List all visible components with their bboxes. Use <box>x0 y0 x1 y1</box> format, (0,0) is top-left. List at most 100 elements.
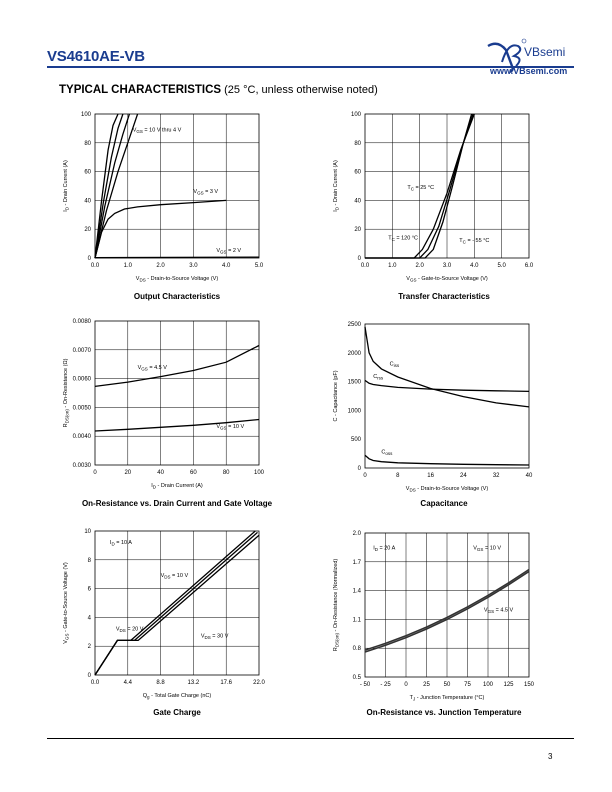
x-axis-label: VDS - Drain-to-Source Voltage (V) <box>136 276 219 283</box>
x-tick-label: 100 <box>254 470 265 476</box>
page-number: 3 <box>548 752 553 761</box>
y-tick-label: 0.0050 <box>73 405 92 411</box>
series-line-5 <box>94 256 260 259</box>
annotation-label: VGS = 4.5 V <box>138 365 168 372</box>
series-line-1 <box>364 379 530 393</box>
on-resistance-vs-temperature-chart: - 50 - 25 0 25 50 75 100 125 150 0.5 0.8 1.1 1.4 1.7 2… <box>333 531 535 702</box>
series-line-1 <box>94 531 258 676</box>
annotation-label: VDS = 30 V <box>201 634 229 641</box>
annotation-label: ID = 20 A <box>373 545 395 552</box>
y-tick-label: 0 <box>358 466 362 472</box>
plot-frame <box>364 113 530 259</box>
y-axis-label: RDS(on) - On-Resistance (Normalized) <box>333 559 340 652</box>
annotation-label: VGS = 4.5 V <box>484 608 514 615</box>
y-tick-label: 60 <box>354 170 361 176</box>
x-tick-label: 50 <box>444 682 451 688</box>
y-axis-label: ID - Drain Current (A) <box>333 160 340 212</box>
x-axis-label: VDS - Drain-to-Source Voltage (V) <box>406 486 489 493</box>
y-tick-label: 1.7 <box>353 560 362 566</box>
y-tick-label: 100 <box>351 112 362 118</box>
annotation-label: VGS = 10 V <box>473 545 501 552</box>
y-tick-label: 2 <box>88 644 92 650</box>
x-tick-label: 4.0 <box>222 263 231 269</box>
x-tick-label: 0.0 <box>361 263 370 269</box>
y-tick-label: 0.0030 <box>73 463 92 469</box>
annotation-label: VGS = 2 V <box>216 248 241 255</box>
caption-onres: On-Resistance vs. Drain Current and Gate… <box>81 499 273 508</box>
x-tick-label: 80 <box>223 470 230 476</box>
y-tick-label: 80 <box>84 141 91 147</box>
plot-frame <box>364 532 530 678</box>
x-tick-label: 100 <box>483 682 494 688</box>
series-line-3 <box>94 113 139 259</box>
transfer-characteristics-chart: 0.0 1.0 2.0 3.0 4.0 5.0 6.0 0 20 40 60 80 100 TC = 25… <box>333 112 534 283</box>
x-tick-label: 1.0 <box>388 263 397 269</box>
y-tick-label: 6 <box>88 587 92 593</box>
plot-frame <box>94 113 260 259</box>
x-tick-label: - 50 <box>360 682 371 688</box>
x-tick-label: 60 <box>190 470 197 476</box>
caption-capacitance: Capacitance <box>420 499 468 508</box>
caption-onres-temp: On-Resistance vs. Junction Temperature <box>366 708 522 717</box>
x-tick-label: 3.0 <box>189 263 198 269</box>
x-axis-label: VGS - Gate-to-Source Voltage (V) <box>406 276 488 283</box>
x-tick-label: 0 <box>363 473 367 479</box>
x-axis-label: TJ - Junction Temperature (°C) <box>410 695 485 702</box>
x-tick-label: 2.0 <box>156 263 165 269</box>
y-axis-label: C - Capacitance (pF) <box>333 370 339 421</box>
y-tick-label: 60 <box>84 170 91 176</box>
part-number: VS4610AE-VB <box>47 48 145 65</box>
y-tick-label: 0.0070 <box>73 348 92 354</box>
section-subtitle: (25 °C, unless otherwise noted) <box>224 84 378 96</box>
y-tick-label: 0.8 <box>353 646 362 652</box>
x-axis-label: ID - Drain Current (A) <box>151 483 203 490</box>
x-tick-label: 125 <box>503 682 514 688</box>
annotation-label: VGS = 3 V <box>193 189 218 196</box>
section-title: TYPICAL CHARACTERISTICS <box>59 84 222 96</box>
y-tick-label: 20 <box>84 227 91 233</box>
annotation-label: VDS = 20 V <box>116 626 144 633</box>
annotation-label: TC = - 55 °C <box>459 238 489 245</box>
x-tick-label: 150 <box>524 682 535 688</box>
y-axis-label: ID - Drain Current (A) <box>63 160 70 212</box>
y-tick-label: 40 <box>354 198 361 204</box>
on-resistance-vs-drain-current-chart: 0 20 40 60 80 100 0.0030 0.0040 0.0050 0.0060 0.00… <box>63 319 265 490</box>
caption-output: Output Characteristics <box>133 292 221 301</box>
x-tick-label: - 25 <box>380 682 391 688</box>
x-tick-label: 5.0 <box>497 263 506 269</box>
x-tick-label: 20 <box>124 470 131 476</box>
y-tick-label: 0 <box>358 256 362 262</box>
x-tick-label: 32 <box>493 473 500 479</box>
y-tick-label: 1000 <box>348 408 362 414</box>
plot-frame <box>94 320 260 466</box>
x-tick-label: 40 <box>157 470 164 476</box>
y-tick-label: 0 <box>88 256 92 262</box>
x-tick-label: 2.0 <box>415 263 424 269</box>
y-tick-label: 500 <box>351 437 362 443</box>
x-tick-label: 6.0 <box>525 263 534 269</box>
x-tick-label: 40 <box>526 473 533 479</box>
series-line-0 <box>94 530 256 676</box>
series-line-2 <box>94 534 260 676</box>
series-line-1 <box>94 113 124 259</box>
annotation-label: VDS = 10 V <box>161 573 189 580</box>
series-line-0 <box>364 570 530 653</box>
brand-text: VBsemi <box>524 45 565 59</box>
y-tick-label: 1.1 <box>353 617 362 623</box>
y-tick-label: 40 <box>84 198 91 204</box>
y-tick-label: 0.5 <box>353 675 362 681</box>
y-axis-label: RDS(on) - On-Resistance (Ω) <box>63 358 70 427</box>
x-tick-label: 0 <box>404 682 408 688</box>
series-line-2 <box>365 113 473 259</box>
x-tick-label: 0.0 <box>91 680 100 686</box>
annotation-label: Ciss <box>390 361 400 368</box>
y-tick-label: 10 <box>84 529 91 535</box>
caption-gate: Gate Charge <box>153 708 201 717</box>
y-tick-label: 2500 <box>348 322 362 328</box>
series-line-1 <box>364 568 530 651</box>
y-axis-label: VGS - Gate-to-Source Voltage (V) <box>63 562 70 644</box>
series-line-4 <box>94 199 227 259</box>
x-tick-label: 17.6 <box>220 680 232 686</box>
website-link[interactable]: www.VBsemi.com <box>490 66 568 76</box>
footer-rule <box>47 738 574 739</box>
